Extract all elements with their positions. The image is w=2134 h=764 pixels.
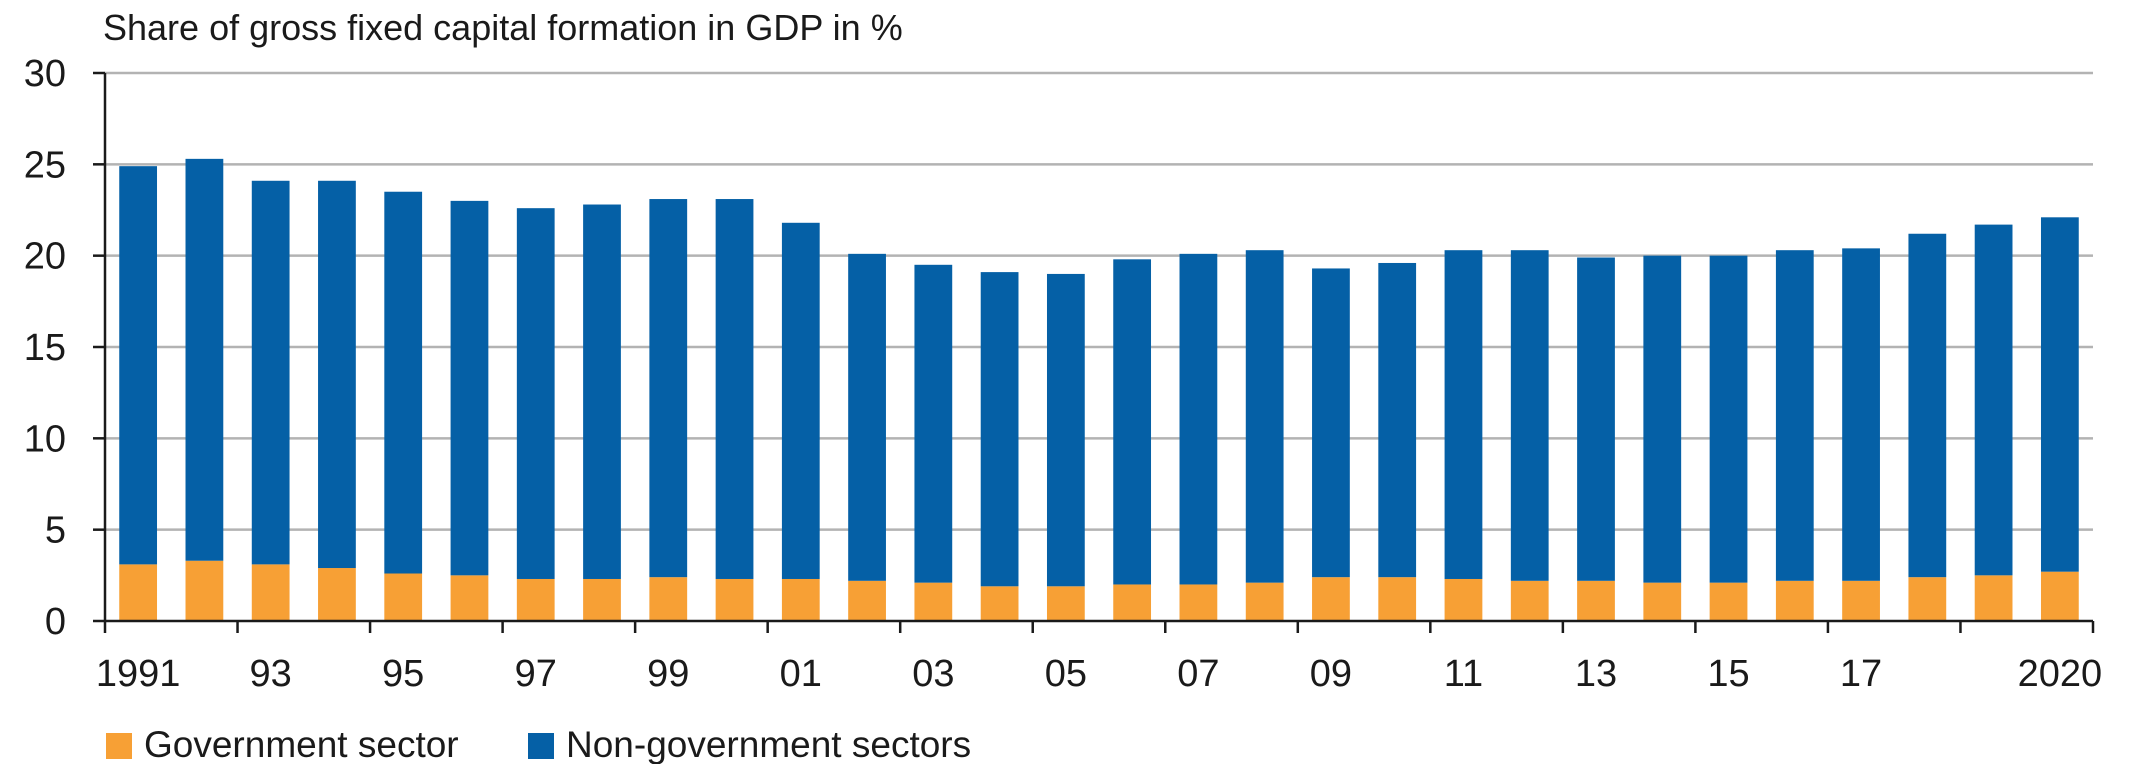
bar-non-government-2012 bbox=[1510, 250, 1549, 581]
bar-government-2002 bbox=[848, 580, 886, 621]
bar-non-government-2002 bbox=[848, 253, 886, 581]
bar-non-government-1991 bbox=[119, 166, 158, 565]
bar-non-government-1993 bbox=[251, 180, 290, 565]
x-tick-label: 2020 bbox=[2018, 653, 2103, 695]
legend-label-government: Government sector bbox=[144, 724, 459, 764]
bar-non-government-2008 bbox=[1245, 250, 1284, 583]
bar-non-government-1995 bbox=[384, 191, 423, 574]
x-tick-label: 99 bbox=[647, 653, 689, 695]
bar-non-government-2006 bbox=[1113, 259, 1152, 585]
bar-government-2007 bbox=[1179, 584, 1218, 621]
y-tick-label: 30 bbox=[24, 53, 66, 95]
bar-government-2008 bbox=[1245, 582, 1284, 621]
bar-government-2005 bbox=[1046, 586, 1085, 621]
y-tick-label: 0 bbox=[45, 601, 66, 643]
bar-government-1996 bbox=[450, 575, 489, 621]
bar-government-2013 bbox=[1577, 580, 1615, 621]
bar-government-2010 bbox=[1378, 577, 1417, 621]
gridlines bbox=[105, 71, 2093, 531]
x-tick-label: 13 bbox=[1575, 653, 1617, 695]
bar-government-2014 bbox=[1643, 582, 1682, 621]
bar-non-government-1998 bbox=[583, 204, 621, 579]
bar-non-government-2015 bbox=[1709, 255, 1748, 583]
bar-non-government-2001 bbox=[781, 222, 820, 579]
y-axis-tick-labels: 0 5 10 15 20 25 30 bbox=[24, 53, 66, 643]
bar-government-2018 bbox=[1908, 577, 1947, 621]
bar-non-government-1999 bbox=[649, 199, 688, 578]
bar-non-government-2019 bbox=[1974, 224, 2013, 576]
x-tick-label: 93 bbox=[250, 653, 292, 695]
bar-government-1997 bbox=[516, 578, 555, 621]
y-tick-label: 25 bbox=[24, 144, 66, 186]
y-tick-label: 10 bbox=[24, 418, 66, 460]
x-tick-label: 11 bbox=[1444, 653, 1483, 695]
bar-non-government-2007 bbox=[1179, 253, 1218, 585]
bar-government-1994 bbox=[318, 568, 356, 621]
bar-non-government-2018 bbox=[1908, 233, 1947, 578]
legend-swatch-government bbox=[106, 733, 132, 759]
bar-non-government-2013 bbox=[1577, 257, 1615, 581]
bar-non-government-2011 bbox=[1444, 250, 1483, 579]
bar-non-government-2020 bbox=[2040, 217, 2079, 572]
bar-government-1995 bbox=[384, 573, 423, 621]
bar-non-government-1992 bbox=[185, 158, 224, 561]
bar-government-2001 bbox=[781, 578, 820, 621]
bar-government-1991 bbox=[119, 564, 158, 621]
bar-government-2016 bbox=[1775, 580, 1814, 621]
legend: Government sector Non-government sectors bbox=[106, 724, 971, 764]
bar-non-government-2005 bbox=[1046, 273, 1085, 587]
bar-government-1992 bbox=[185, 560, 224, 621]
x-tick-label: 07 bbox=[1177, 653, 1219, 695]
bar-government-2011 bbox=[1444, 578, 1483, 621]
x-tick-label: 03 bbox=[912, 653, 954, 695]
legend-label-non-government: Non-government sectors bbox=[566, 724, 971, 764]
bar-government-2012 bbox=[1510, 580, 1549, 621]
y-tick-label: 20 bbox=[24, 236, 66, 278]
bar-government-2009 bbox=[1312, 577, 1350, 621]
x-tick-label: 01 bbox=[780, 653, 822, 695]
x-tick-label: 09 bbox=[1310, 653, 1352, 695]
bar-non-government-2000 bbox=[715, 199, 754, 579]
bar-non-government-2004 bbox=[980, 272, 1019, 587]
bar-non-government-1994 bbox=[318, 180, 356, 569]
bar-government-2017 bbox=[1842, 580, 1880, 621]
x-tick-label: 15 bbox=[1707, 653, 1749, 695]
bar-government-2019 bbox=[1974, 575, 2013, 621]
bar-non-government-2009 bbox=[1312, 268, 1350, 578]
bar-non-government-2017 bbox=[1842, 248, 1880, 581]
bar-government-1993 bbox=[251, 564, 290, 621]
bars-layer bbox=[119, 158, 2079, 621]
chart-title: Share of gross fixed capital formation i… bbox=[103, 7, 903, 48]
y-tick-label: 5 bbox=[45, 510, 66, 552]
axes bbox=[93, 71, 2095, 633]
x-tick-label: 97 bbox=[515, 653, 557, 695]
bar-government-2006 bbox=[1113, 584, 1152, 621]
bar-non-government-1997 bbox=[516, 208, 555, 579]
x-tick-label: 1991 bbox=[96, 653, 181, 695]
x-axis-tick-labels: 1991 93 95 97 99 01 03 05 07 09 11 13 15 17 2020 bbox=[96, 653, 2102, 695]
bar-non-government-2010 bbox=[1378, 262, 1417, 578]
bar-government-2020 bbox=[2040, 571, 2079, 621]
bar-government-1998 bbox=[583, 578, 621, 621]
x-tick-label: 17 bbox=[1840, 653, 1882, 695]
bar-non-government-1996 bbox=[450, 200, 489, 576]
bar-non-government-2014 bbox=[1643, 255, 1682, 583]
bar-government-2000 bbox=[715, 578, 754, 621]
bar-government-2004 bbox=[980, 586, 1019, 621]
bar-non-government-2016 bbox=[1775, 250, 1814, 581]
bar-government-1999 bbox=[649, 577, 688, 621]
bar-non-government-2003 bbox=[914, 264, 953, 583]
x-tick-label: 05 bbox=[1045, 653, 1087, 695]
bar-government-2003 bbox=[914, 582, 953, 621]
legend-swatch-non-government bbox=[528, 733, 554, 759]
y-tick-label: 15 bbox=[24, 327, 66, 369]
bar-government-2015 bbox=[1709, 582, 1748, 621]
x-tick-label: 95 bbox=[382, 653, 424, 695]
